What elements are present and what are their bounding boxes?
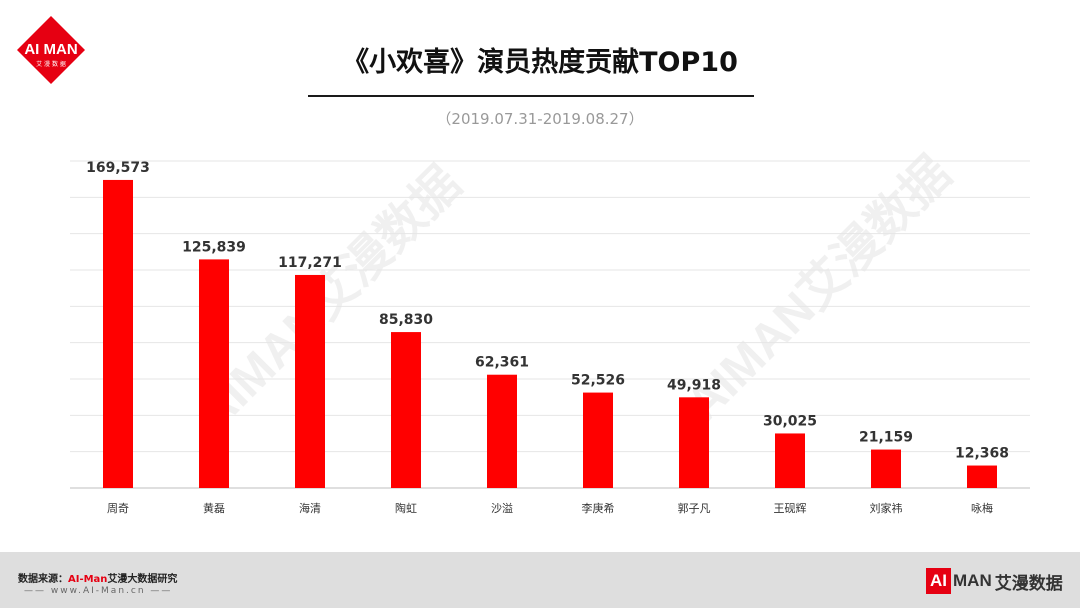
value-label-6: 52,526	[571, 373, 625, 389]
category-label-3: 海清	[299, 501, 321, 515]
source-brand: AI-Man	[68, 574, 108, 585]
value-label-5: 62,361	[475, 355, 529, 371]
footer-bar	[0, 552, 1080, 608]
category-label-10: 咏梅	[971, 501, 993, 515]
value-label-7: 49,918	[667, 377, 721, 393]
value-label-8: 30,025	[763, 413, 817, 429]
page-title: 《小欢喜》演员热度贡献TOP10	[342, 47, 738, 78]
category-label-5: 沙溢	[491, 501, 513, 515]
value-label-1: 169,573	[86, 160, 150, 176]
value-label-10: 12,368	[955, 446, 1009, 462]
footer-logo: AI MAN 艾漫数据	[926, 566, 1063, 596]
bar-3	[295, 274, 325, 488]
category-label-8: 王砚辉	[774, 502, 807, 515]
source-rest: 艾漫大数据研究	[107, 574, 178, 585]
bars	[103, 179, 997, 488]
bar-1	[103, 179, 133, 488]
logo-sub-text: 艾 漫 数 据	[36, 60, 66, 68]
bar-4	[391, 332, 421, 488]
aiman-logo: AI MAN 艾 漫 数 据	[17, 16, 85, 84]
category-label-1: 周奇	[107, 502, 129, 515]
watermark-text: AIMAN艾漫数据	[187, 157, 471, 441]
value-label-9: 21,159	[859, 430, 913, 446]
gridlines	[70, 160, 1030, 489]
category-label-7: 郭子凡	[678, 502, 711, 515]
bar-10	[967, 465, 997, 488]
bar-9	[871, 449, 901, 488]
category-label-6: 李庚希	[582, 501, 615, 515]
value-label-2: 125,839	[182, 239, 246, 255]
bar-6	[583, 392, 613, 488]
date-range-subtitle: （2019.07.31-2019.08.27）	[436, 110, 644, 128]
footer-logo-cn: 艾漫数据	[994, 573, 1063, 594]
bar-7	[679, 397, 709, 488]
category-label-9: 刘家祎	[870, 501, 903, 515]
logo-top-text: AI MAN	[24, 41, 77, 58]
value-label-4: 85,830	[379, 312, 433, 328]
bar-2	[199, 259, 229, 488]
category-label-4: 陶虹	[395, 501, 417, 515]
data-source: 数据来源：AI-Man艾漫大数据研究	[18, 570, 177, 585]
category-label-2: 黄磊	[203, 501, 225, 515]
value-labels: 169,573 125,839 117,271 85,830 62,361 52,526 4…	[86, 160, 1009, 462]
source-label: 数据来源：	[18, 574, 68, 585]
bar-5	[487, 374, 517, 488]
footer-logo-box: AI	[926, 568, 951, 594]
footer-logo-man: MAN	[953, 571, 992, 590]
bar-8	[775, 433, 805, 488]
value-label-3: 117,271	[278, 255, 342, 271]
category-labels: 周奇 黄磊 海清 陶虹 沙溢 李庚希 郭子凡 王砚辉 刘家祎 咏梅	[107, 501, 993, 515]
website-url: —— www.AI-Man.cn ——	[24, 586, 173, 596]
bar-chart: AIMAN艾漫数据 AIMAN艾漫数据 169,573125,839117,27…	[70, 147, 1030, 515]
title-underline	[308, 95, 754, 97]
